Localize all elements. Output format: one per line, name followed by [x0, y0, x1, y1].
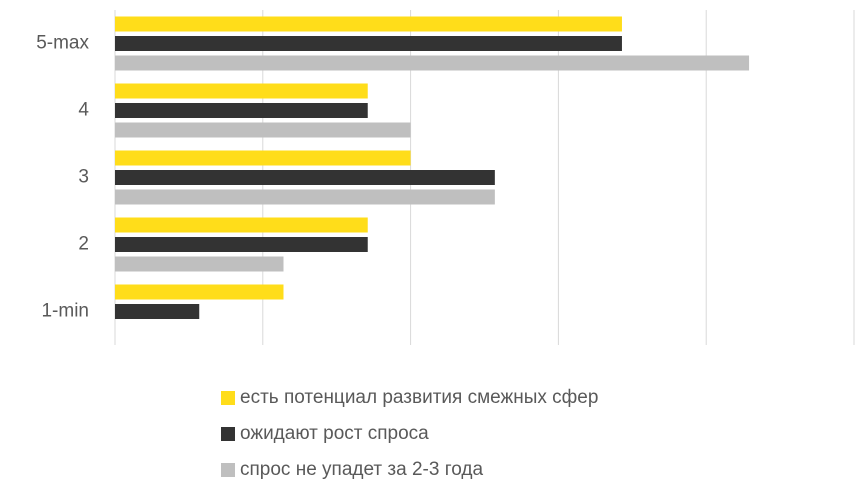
legend-swatch [221, 463, 235, 477]
y-tick-label: 4 [78, 100, 89, 121]
bar [115, 122, 411, 138]
legend-swatch [221, 391, 235, 405]
bar [115, 36, 622, 51]
y-tick-label: 1-min [41, 301, 89, 322]
bar [115, 237, 368, 252]
bar [115, 103, 368, 118]
bar [115, 150, 411, 166]
bar [115, 16, 622, 32]
bar [115, 189, 495, 205]
y-tick-label: 5-max [36, 33, 89, 54]
bar [115, 83, 368, 99]
legend-swatch [221, 427, 235, 441]
y-tick-label: 2 [78, 234, 89, 255]
legend-label: ожидают рост спроса [240, 423, 429, 444]
legend-label: есть потенциал развития смежных сфер [240, 387, 598, 408]
y-tick-label: 3 [78, 167, 89, 188]
bar [115, 217, 368, 233]
bar [115, 304, 200, 319]
legend-label: спрос не упадет за 2-3 года [240, 459, 483, 480]
bar [115, 256, 284, 272]
bar [115, 284, 284, 300]
bar [115, 55, 750, 71]
bar [115, 170, 495, 185]
